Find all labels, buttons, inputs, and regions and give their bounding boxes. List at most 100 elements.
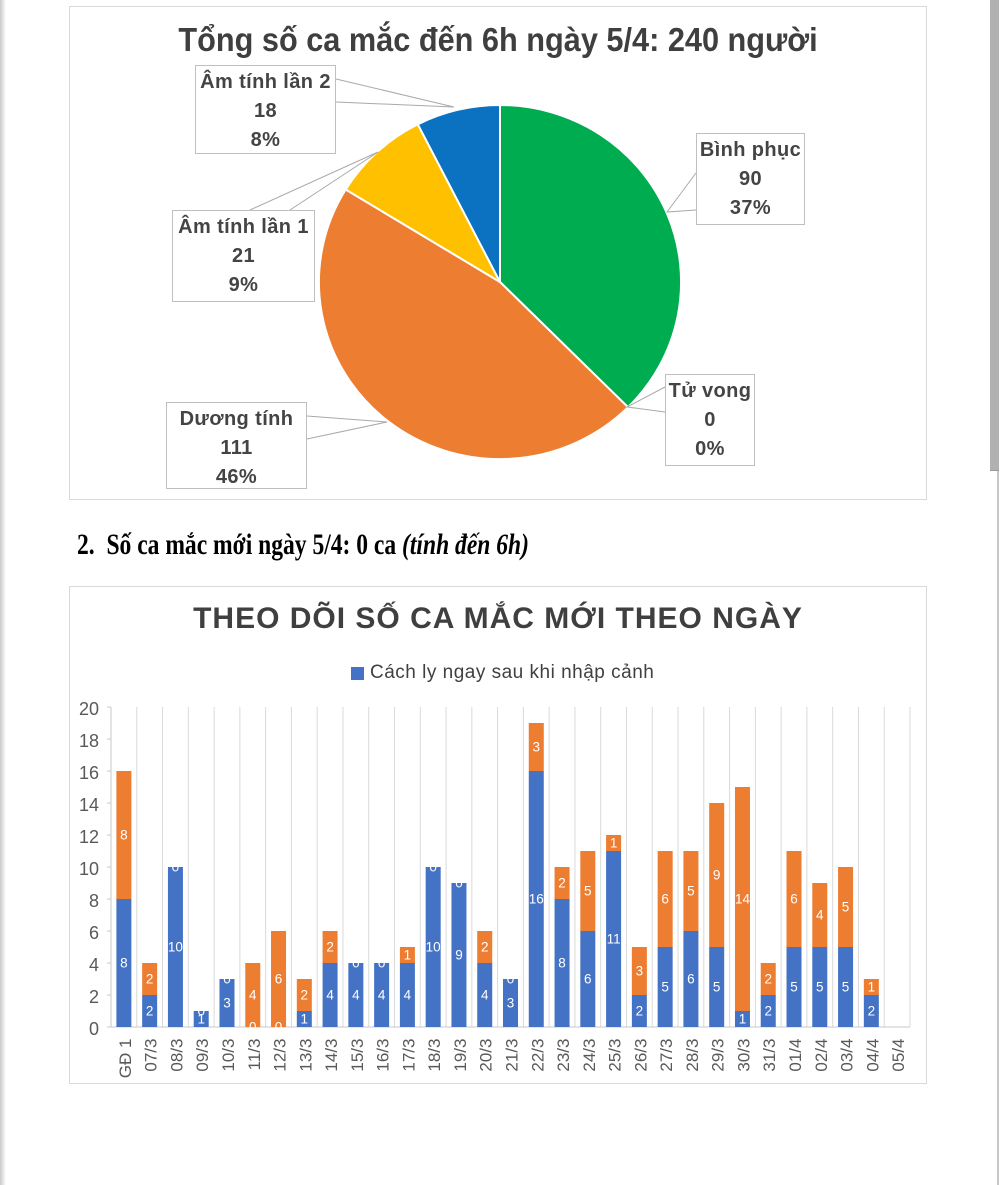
svg-text:16: 16: [79, 763, 99, 783]
svg-text:5: 5: [790, 980, 798, 995]
svg-text:3: 3: [507, 996, 515, 1011]
svg-text:8: 8: [120, 828, 128, 843]
svg-text:0: 0: [249, 1020, 257, 1035]
svg-text:26/3: 26/3: [631, 1039, 650, 1072]
svg-text:5: 5: [816, 980, 824, 995]
svg-text:2: 2: [764, 972, 772, 987]
svg-text:0: 0: [89, 1019, 99, 1039]
svg-text:13/3: 13/3: [296, 1039, 315, 1072]
svg-text:4: 4: [326, 988, 334, 1003]
svg-text:6: 6: [687, 972, 695, 987]
svg-text:09/3: 09/3: [193, 1039, 212, 1072]
svg-text:22/3: 22/3: [528, 1039, 547, 1072]
svg-text:21/3: 21/3: [503, 1039, 522, 1072]
svg-text:07/3: 07/3: [142, 1039, 161, 1072]
svg-text:12: 12: [79, 827, 99, 847]
svg-text:20: 20: [79, 699, 99, 719]
svg-text:0: 0: [172, 860, 180, 875]
svg-text:12/3: 12/3: [271, 1039, 290, 1072]
svg-text:8: 8: [558, 956, 566, 971]
svg-text:5: 5: [687, 884, 695, 899]
svg-text:31/3: 31/3: [760, 1039, 779, 1072]
svg-text:GĐ 1: GĐ 1: [116, 1039, 135, 1079]
svg-text:2: 2: [764, 1004, 772, 1019]
svg-text:5: 5: [661, 980, 669, 995]
svg-text:2: 2: [558, 876, 566, 891]
svg-text:3: 3: [533, 740, 541, 755]
svg-text:1: 1: [868, 980, 876, 995]
svg-text:28/3: 28/3: [683, 1039, 702, 1072]
svg-text:6: 6: [790, 892, 798, 907]
svg-text:2: 2: [301, 988, 309, 1003]
svg-text:0: 0: [352, 956, 360, 971]
svg-text:9: 9: [713, 868, 721, 883]
svg-text:5: 5: [842, 900, 850, 915]
svg-text:5: 5: [584, 884, 592, 899]
svg-text:0: 0: [378, 956, 386, 971]
svg-text:10: 10: [168, 940, 183, 955]
svg-text:23/3: 23/3: [554, 1039, 573, 1072]
svg-text:4: 4: [404, 988, 412, 1003]
svg-text:2: 2: [89, 987, 99, 1007]
svg-text:29/3: 29/3: [709, 1039, 728, 1072]
svg-text:6: 6: [584, 972, 592, 987]
svg-text:05/4: 05/4: [889, 1039, 908, 1072]
svg-text:1: 1: [301, 1012, 309, 1027]
svg-text:03/4: 03/4: [838, 1039, 857, 1072]
svg-text:0: 0: [429, 860, 437, 875]
svg-text:18: 18: [79, 731, 99, 751]
svg-text:27/3: 27/3: [657, 1039, 676, 1072]
svg-text:17/3: 17/3: [399, 1039, 418, 1072]
svg-text:18/3: 18/3: [425, 1039, 444, 1072]
svg-text:1: 1: [739, 1012, 747, 1027]
svg-text:19/3: 19/3: [451, 1039, 470, 1072]
svg-text:4: 4: [816, 908, 824, 923]
svg-text:01/4: 01/4: [786, 1039, 805, 1072]
svg-text:14: 14: [735, 892, 751, 907]
svg-text:30/3: 30/3: [734, 1039, 753, 1072]
svg-text:9: 9: [455, 948, 463, 963]
svg-text:1: 1: [197, 1012, 205, 1027]
svg-text:14: 14: [79, 795, 99, 815]
svg-text:14/3: 14/3: [322, 1039, 341, 1072]
svg-text:02/4: 02/4: [812, 1039, 831, 1072]
svg-text:1: 1: [404, 948, 412, 963]
svg-text:4: 4: [249, 988, 257, 1003]
svg-text:0: 0: [223, 972, 231, 987]
svg-text:0: 0: [455, 876, 463, 891]
svg-text:24/3: 24/3: [580, 1039, 599, 1072]
svg-text:0: 0: [275, 1020, 283, 1035]
svg-text:4: 4: [481, 988, 489, 1003]
svg-text:2: 2: [326, 940, 334, 955]
svg-text:16: 16: [529, 892, 544, 907]
svg-text:10/3: 10/3: [219, 1039, 238, 1072]
svg-text:10: 10: [426, 940, 441, 955]
svg-text:1: 1: [610, 836, 618, 851]
svg-text:2: 2: [146, 1004, 154, 1019]
svg-text:11: 11: [607, 932, 621, 947]
svg-text:8: 8: [120, 956, 128, 971]
svg-text:2: 2: [636, 1004, 644, 1019]
svg-text:8: 8: [89, 891, 99, 911]
svg-text:4: 4: [352, 988, 360, 1003]
svg-text:04/4: 04/4: [863, 1039, 882, 1072]
svg-text:3: 3: [636, 964, 644, 979]
svg-text:6: 6: [275, 972, 283, 987]
svg-text:08/3: 08/3: [167, 1039, 186, 1072]
svg-text:10: 10: [79, 859, 99, 879]
svg-text:3: 3: [223, 996, 231, 1011]
svg-text:11/3: 11/3: [245, 1039, 264, 1071]
svg-text:16/3: 16/3: [374, 1039, 393, 1072]
svg-text:5: 5: [713, 980, 721, 995]
svg-text:4: 4: [378, 988, 386, 1003]
svg-text:6: 6: [89, 923, 99, 943]
svg-text:25/3: 25/3: [606, 1039, 625, 1072]
svg-text:2: 2: [481, 940, 489, 955]
svg-text:2: 2: [146, 972, 154, 987]
svg-text:0: 0: [507, 972, 515, 987]
svg-text:5: 5: [842, 980, 850, 995]
svg-text:20/3: 20/3: [477, 1039, 496, 1072]
svg-text:0: 0: [197, 1004, 205, 1019]
svg-text:4: 4: [89, 955, 99, 975]
svg-text:15/3: 15/3: [348, 1039, 367, 1072]
